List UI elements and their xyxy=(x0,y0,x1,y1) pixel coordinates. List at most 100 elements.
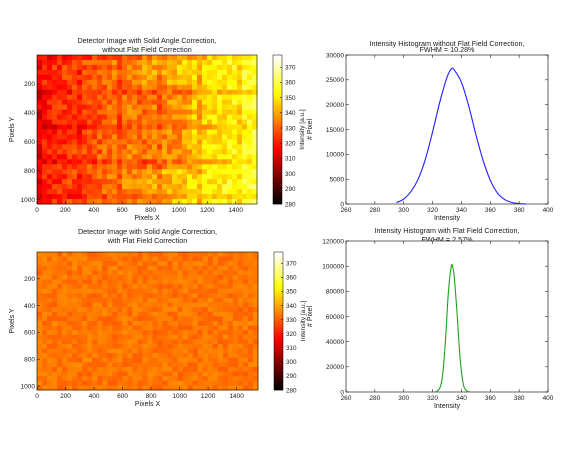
x-tick-label: 380 xyxy=(514,207,525,214)
y-tick-label: 80000 xyxy=(326,289,344,296)
x-tick-label: 800 xyxy=(146,393,157,400)
chart-title: FWHM = 10.28% xyxy=(420,45,476,54)
heatmap-image xyxy=(37,252,259,391)
y-tick-label: 200 xyxy=(24,81,35,88)
y-axis-label: Pixels Y xyxy=(9,117,16,142)
x-tick-label: 1400 xyxy=(228,207,243,214)
colorbar-tick-label: 290 xyxy=(286,373,297,380)
y-tick-label: 5000 xyxy=(330,176,345,183)
colorbar-tick-label: 320 xyxy=(285,140,296,147)
x-axis-label: Intensity xyxy=(434,403,461,410)
x-tick-label: 300 xyxy=(398,395,409,402)
colorbar-tick-label: 370 xyxy=(286,261,297,268)
x-tick-label: 1000 xyxy=(172,207,187,214)
colorbar-tick-label: 370 xyxy=(285,64,296,71)
y-tick-label: 25000 xyxy=(326,77,344,84)
x-tick-label: 340 xyxy=(456,207,467,214)
colorbar-label: Intensity [a.u.] xyxy=(300,301,307,342)
colorbar-tick-label: 320 xyxy=(286,331,297,338)
y-tick-label: 600 xyxy=(24,330,35,337)
y-tick-label: 15000 xyxy=(326,127,344,134)
heatmap-image xyxy=(37,55,258,205)
y-tick-label: 200 xyxy=(24,276,35,283)
x-tick-label: 200 xyxy=(60,207,71,214)
colorbar-tick-label: 350 xyxy=(286,289,297,296)
colorbar-tick-label: 300 xyxy=(286,359,297,366)
chart-title: FWHM = 2.57% xyxy=(422,235,474,244)
x-tick-label: 0 xyxy=(35,207,39,214)
y-tick-label: 20000 xyxy=(326,364,344,371)
colorbar-tick-label: 340 xyxy=(285,110,296,117)
chart-panel-3: Detector Image with Solid Angle Correcti… xyxy=(9,227,307,408)
y-tick-label: 400 xyxy=(24,303,35,310)
y-tick-label: 40000 xyxy=(326,339,344,346)
y-tick-label: 30000 xyxy=(326,52,344,59)
chart-title: Detector Image with Solid Angle Correcti… xyxy=(77,36,216,45)
x-tick-label: 1200 xyxy=(200,207,215,214)
y-tick-label: 0 xyxy=(340,201,344,208)
x-tick-label: 600 xyxy=(117,393,128,400)
colorbar-tick-label: 330 xyxy=(286,317,297,324)
chart-title: Intensity Histogram without Flat Field C… xyxy=(370,39,525,48)
series-line xyxy=(396,67,527,205)
colorbar: 280 290 300 310 320 330 340 350 360 370 Intensity … xyxy=(273,251,307,394)
y-tick-label: 800 xyxy=(24,168,35,175)
y-tick-label: 10000 xyxy=(326,152,344,159)
chart-title: Intensity Histogram with Flat Field Corr… xyxy=(375,226,520,235)
y-tick-label: 120000 xyxy=(322,238,344,245)
x-axis-label: Pixels X xyxy=(134,215,160,222)
x-axis-label: Pixels X xyxy=(135,401,161,408)
colorbar-tick-label: 350 xyxy=(285,95,296,102)
plot-frame xyxy=(36,251,259,391)
x-tick-label: 400 xyxy=(88,207,99,214)
x-tick-label: 400 xyxy=(543,207,554,214)
colorbar-tick-label: 330 xyxy=(285,125,296,132)
colorbar-tick-label: 280 xyxy=(285,201,296,208)
chart-title: without Flat Field Correction xyxy=(101,45,191,54)
x-tick-label: 380 xyxy=(514,395,525,402)
colorbar-tick-label: 300 xyxy=(285,171,296,178)
x-tick-label: 400 xyxy=(89,393,100,400)
x-tick-label: 360 xyxy=(485,395,496,402)
colorbar-tick-label: 310 xyxy=(285,156,296,163)
x-tick-label: 280 xyxy=(369,207,380,214)
x-tick-label: 360 xyxy=(485,207,496,214)
y-axis-label: Pixels Y xyxy=(9,308,16,333)
x-tick-label: 600 xyxy=(117,207,128,214)
chart-title: Detector Image with Solid Angle Correcti… xyxy=(78,227,217,236)
chart-panel-2: Intensity Histogram without Flat Field C… xyxy=(307,39,554,222)
y-tick-label: 1000 xyxy=(21,197,36,204)
y-axis-label: # Pixel xyxy=(307,119,314,140)
y-tick-label: 60000 xyxy=(326,314,344,321)
chart-panel-1: Detector Image with Solid Angle Correcti… xyxy=(9,36,306,222)
x-tick-label: 320 xyxy=(427,207,438,214)
x-axis-label: Intensity xyxy=(434,215,461,222)
y-tick-label: 100000 xyxy=(322,263,344,270)
plot-frame xyxy=(345,54,549,205)
colorbar-tick-label: 310 xyxy=(286,345,297,352)
colorbar-tick-label: 340 xyxy=(286,303,297,310)
x-tick-label: 300 xyxy=(398,207,409,214)
x-tick-label: 340 xyxy=(456,395,467,402)
x-tick-label: 400 xyxy=(543,395,554,402)
colorbar: 280 290 300 310 320 330 340 350 360 370 Intensity … xyxy=(272,54,306,208)
plot-frame xyxy=(36,54,258,205)
x-tick-label: 320 xyxy=(427,395,438,402)
y-tick-label: 800 xyxy=(24,356,35,363)
x-tick-label: 1400 xyxy=(229,393,244,400)
x-tick-label: 1200 xyxy=(201,393,216,400)
colorbar-tick-label: 360 xyxy=(285,80,296,87)
x-tick-label: 1000 xyxy=(172,393,187,400)
y-tick-label: 0 xyxy=(340,389,344,396)
colorbar-tick-label: 290 xyxy=(285,186,296,193)
y-tick-label: 600 xyxy=(24,139,35,146)
chart-panel-4: Intensity Histogram with Flat Field Corr… xyxy=(307,226,554,410)
colorbar-tick-label: 360 xyxy=(286,275,297,282)
colorbar-tick-label: 280 xyxy=(286,387,297,394)
y-tick-label: 20000 xyxy=(326,102,344,109)
x-tick-label: 260 xyxy=(341,207,352,214)
x-tick-label: 280 xyxy=(369,395,380,402)
y-tick-label: 1000 xyxy=(21,383,36,390)
colorbar-label: Intensity [a.u.] xyxy=(299,109,306,150)
